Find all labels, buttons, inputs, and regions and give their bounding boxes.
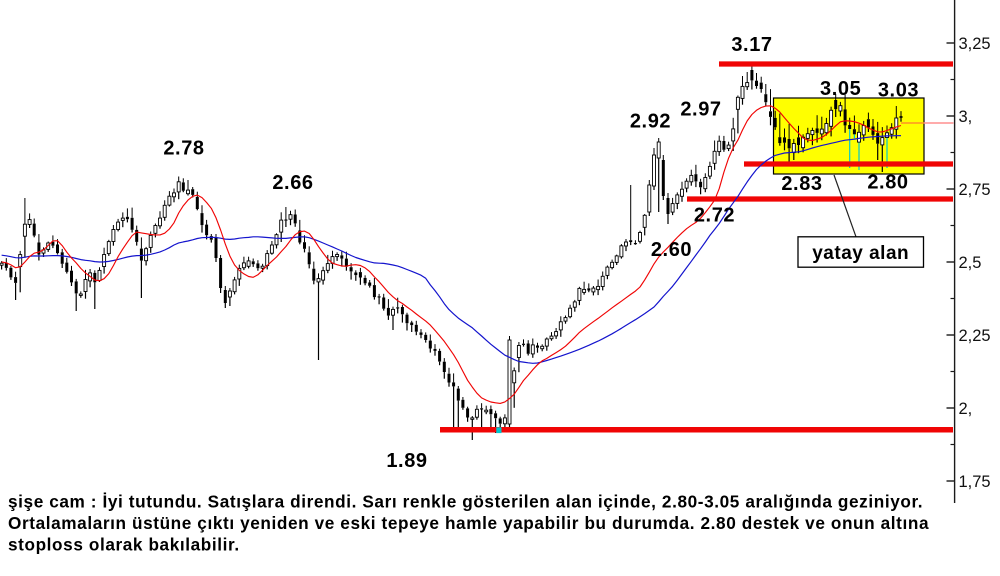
svg-text:3,: 3, — [959, 108, 973, 126]
svg-text:1,75: 1,75 — [959, 473, 991, 491]
svg-text:2,: 2, — [959, 400, 973, 418]
svg-text:2.60: 2.60 — [651, 239, 692, 261]
svg-text:1.89: 1.89 — [386, 450, 427, 472]
svg-text:2.78: 2.78 — [163, 138, 204, 160]
svg-text:2.92: 2.92 — [630, 111, 671, 133]
svg-text:stoploss olarak bakılabilir.: stoploss olarak bakılabilir. — [8, 535, 240, 555]
svg-text:2.66: 2.66 — [272, 172, 313, 194]
svg-text:2.72: 2.72 — [694, 205, 735, 227]
svg-text:2.97: 2.97 — [680, 99, 721, 121]
svg-text:3.03: 3.03 — [878, 80, 919, 102]
svg-text:3,25: 3,25 — [959, 35, 991, 53]
svg-text:2,75: 2,75 — [959, 181, 991, 199]
svg-text:Ortalamaların üstüne çıktı yen: Ortalamaların üstüne çıktı yeniden ve es… — [8, 513, 929, 533]
svg-text:2.80: 2.80 — [867, 172, 908, 194]
svg-text:2,5: 2,5 — [959, 254, 982, 272]
svg-text:3.17: 3.17 — [731, 34, 772, 56]
svg-text:3.05: 3.05 — [820, 78, 861, 100]
svg-text:yatay alan: yatay alan — [812, 243, 909, 264]
svg-text:2.83: 2.83 — [781, 173, 822, 195]
svg-text:şişe cam : İyi tutundu. Satışl: şişe cam : İyi tutundu. Satışlara dirend… — [8, 492, 923, 512]
svg-text:2,25: 2,25 — [959, 327, 991, 345]
